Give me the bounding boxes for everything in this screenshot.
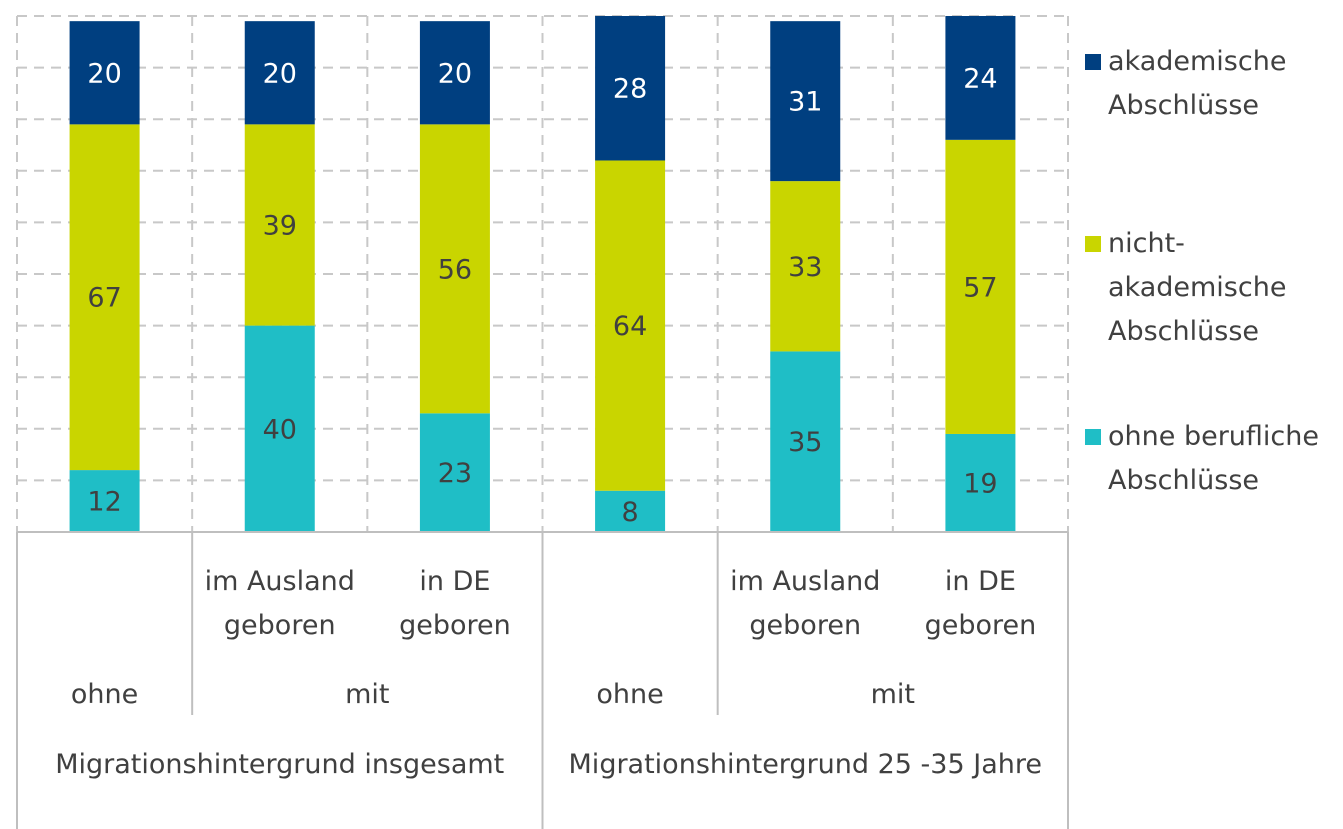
legend-label: akademische Abschlüsse: [1108, 46, 1287, 121]
subgroup-label: mit: [870, 679, 916, 710]
legend-swatch: [1085, 236, 1101, 252]
category-label: in DE geboren: [924, 566, 1037, 641]
category-label: im Ausland geboren: [204, 566, 355, 641]
data-label: 64: [613, 311, 647, 342]
data-label: 24: [963, 63, 997, 94]
data-label: 56: [438, 254, 472, 285]
legend-label: nicht-akademische Abschlüsse: [1108, 228, 1287, 347]
data-label: 33: [788, 252, 822, 283]
bar-segment: [945, 16, 1016, 140]
data-label: 8: [621, 497, 638, 528]
data-label: 12: [87, 487, 121, 518]
bar-segment: [244, 124, 315, 326]
bar-segment: [69, 124, 140, 471]
bar-segment: [595, 490, 666, 532]
bar-segment: [419, 124, 490, 414]
data-label: 28: [613, 74, 647, 105]
data-label: 31: [788, 87, 822, 118]
bar-segment: [69, 21, 140, 125]
subgroup-label: ohne: [70, 679, 139, 710]
data-label: 20: [87, 58, 121, 89]
category-label: im Ausland geboren: [730, 566, 881, 641]
bar-segment: [770, 181, 841, 352]
subgroup-label: ohne: [596, 679, 664, 710]
bar-segment: [770, 21, 841, 182]
data-label: 20: [438, 58, 472, 89]
legend-label: ohne berufliche Abschlüsse: [1108, 421, 1319, 496]
data-label: 23: [438, 458, 472, 489]
group-label: Migrationshintergrund 25 -35 Jahre: [568, 749, 1042, 780]
bar-segment: [244, 325, 315, 532]
legend-swatch: [1085, 54, 1101, 70]
bar-segment: [945, 139, 1016, 434]
subgroup-label: mit: [345, 679, 390, 710]
data-label: 67: [87, 283, 121, 314]
bar-segment: [244, 21, 315, 125]
data-label: 35: [788, 427, 822, 458]
data-label: 39: [263, 210, 297, 241]
bar-segment: [595, 16, 666, 161]
data-label: 20: [263, 58, 297, 89]
data-label: 40: [263, 414, 297, 445]
data-label: 57: [963, 272, 997, 303]
data-label: 19: [963, 468, 997, 499]
bar-segment: [945, 433, 1016, 532]
bar-segment: [770, 351, 841, 532]
category-label: in DE geboren: [399, 566, 511, 641]
bar-segment: [69, 470, 140, 532]
legend-swatch: [1085, 429, 1101, 445]
bar-segment: [419, 413, 490, 532]
group-label: Migrationshintergrund insgesamt: [55, 749, 505, 780]
bar-segment: [419, 21, 490, 125]
bar-segment: [595, 160, 666, 491]
